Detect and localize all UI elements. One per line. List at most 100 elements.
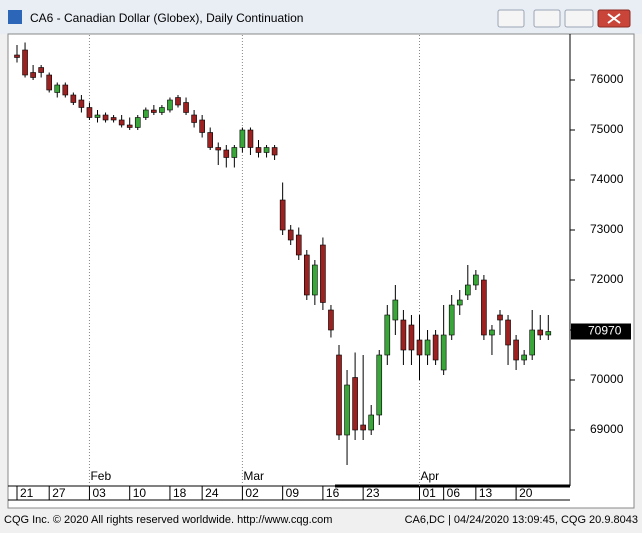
candle-body	[263, 147, 270, 153]
minimize-button[interactable]	[533, 9, 561, 28]
candle-body	[22, 49, 28, 76]
candle-body	[464, 284, 471, 296]
candle-body	[368, 414, 375, 431]
candle-body	[384, 314, 391, 356]
candle-body	[78, 99, 85, 108]
candle-body	[505, 319, 511, 346]
last-price-box	[571, 323, 631, 340]
candle-body	[207, 132, 213, 148]
candle-body	[143, 109, 149, 118]
x-tick-label: 10	[133, 486, 147, 500]
candle-body	[440, 334, 447, 371]
candle-body	[46, 74, 53, 91]
candle-body	[159, 107, 165, 113]
y-tick-label: 76000	[590, 72, 624, 86]
candle-body	[223, 149, 230, 158]
month-label: Apr	[421, 469, 440, 483]
candle-body	[38, 67, 44, 73]
candle-body	[86, 107, 93, 118]
x-tick-label: 20	[519, 486, 533, 500]
footer-left: CQG Inc. © 2020 All rights reserved worl…	[4, 514, 332, 526]
candle-body	[102, 114, 109, 121]
candle-body	[473, 274, 479, 286]
x-tick-label: 16	[326, 486, 340, 500]
candle-body	[175, 97, 181, 106]
last-price-label: 70970	[588, 324, 622, 338]
x-tick-label: 24	[205, 486, 219, 500]
candle-body	[118, 119, 125, 126]
x-tick-label: 01	[423, 486, 437, 500]
candle-body	[70, 94, 77, 103]
month-label: Feb	[90, 469, 111, 483]
y-tick-label: 73000	[590, 222, 624, 236]
candle-body	[54, 84, 61, 93]
y-tick-label: 74000	[590, 172, 624, 186]
candle-body	[352, 377, 358, 431]
candle-body	[191, 114, 197, 123]
candle-body	[513, 339, 519, 361]
y-tick-label: 70000	[590, 372, 624, 386]
candle-body	[537, 329, 544, 336]
candle-body	[134, 117, 141, 128]
candle-body	[303, 254, 310, 296]
x-tick-label: 23	[366, 486, 380, 500]
candle-body	[529, 329, 536, 356]
candle-body	[255, 147, 262, 153]
candle-body	[448, 304, 455, 336]
candle-body	[312, 264, 318, 296]
candle-body	[400, 319, 407, 351]
x-tick-label: 02	[245, 486, 259, 500]
candle-body	[424, 339, 431, 356]
candle-body	[287, 229, 294, 241]
candle-body	[336, 354, 342, 436]
x-tick-label: 13	[479, 486, 493, 500]
maximize-button[interactable]	[564, 9, 594, 28]
candle-body	[376, 354, 383, 416]
x-tick-label: 09	[286, 486, 300, 500]
y-tick-label: 75000	[590, 122, 624, 136]
candle-body	[215, 147, 222, 151]
candle-body	[94, 114, 101, 118]
app-icon	[8, 10, 22, 24]
link-button[interactable]	[497, 9, 525, 28]
candle-body	[489, 329, 495, 336]
candle-body	[392, 299, 399, 321]
candle-body	[247, 129, 254, 148]
candle-body	[62, 84, 69, 96]
candle-body	[456, 299, 463, 306]
candle-body	[279, 199, 286, 231]
y-tick-label: 69000	[590, 422, 624, 436]
candle-body	[126, 124, 133, 128]
candle-body	[481, 279, 487, 336]
candle-body	[545, 331, 552, 336]
candle-body	[183, 102, 189, 113]
candle-body	[521, 354, 527, 361]
footer-right: CA6,DC | 04/24/2020 13:09:45, CQG 20.9.8…	[405, 514, 638, 526]
x-tick-label: 03	[92, 486, 106, 500]
candle-body	[199, 119, 205, 133]
candle-body	[14, 54, 20, 58]
x-tick-label: 18	[173, 486, 187, 500]
x-tick-label: 06	[447, 486, 461, 500]
candle-body	[320, 244, 326, 303]
candle-body	[344, 384, 350, 436]
candle-body	[151, 109, 157, 113]
candle-body	[231, 147, 238, 158]
window-title: CA6 - Canadian Dollar (Globex), Daily Co…	[30, 11, 303, 25]
candle-body	[271, 147, 278, 156]
candle-body	[110, 117, 117, 121]
candle-body	[295, 234, 302, 256]
close-icon	[607, 13, 621, 24]
candle-body	[360, 424, 366, 431]
candle-body	[30, 72, 36, 78]
candle-body	[328, 309, 334, 331]
month-label: Mar	[243, 469, 264, 483]
y-tick-label: 72000	[590, 272, 624, 286]
x-tick-label: 21	[20, 486, 34, 500]
candle-body	[167, 99, 173, 111]
candle-body	[497, 314, 503, 321]
candle-body	[239, 129, 246, 148]
x-tick-label: 27	[52, 486, 66, 500]
candle-body	[432, 334, 439, 361]
